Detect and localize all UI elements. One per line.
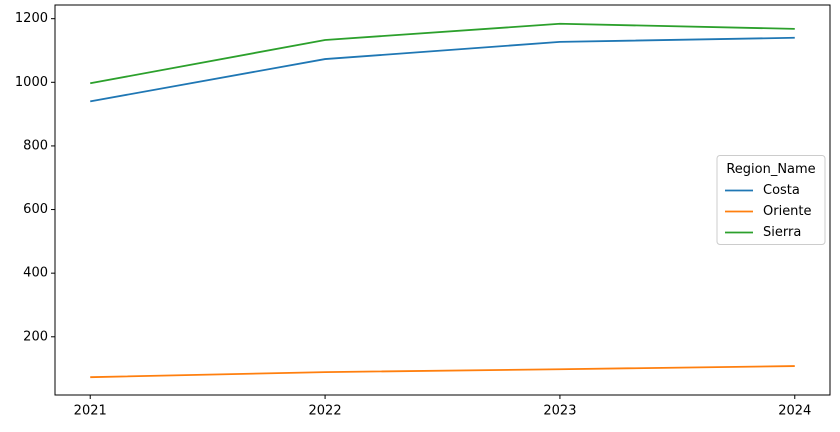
legend-box [716, 155, 826, 245]
y-tick-label: 200 [23, 329, 48, 344]
y-tick-label: 1000 [15, 75, 48, 90]
y-tick-label: 600 [23, 202, 48, 217]
x-tick-label: 2024 [778, 404, 811, 419]
x-tick-label: 2021 [74, 404, 107, 419]
legend-label: Costa [763, 183, 800, 198]
legend: Region_Name Costa Oriente Sierra [716, 155, 826, 245]
x-tick-label: 2022 [309, 404, 342, 419]
y-tick-label: 400 [23, 266, 48, 281]
y-tick-label: 800 [23, 138, 48, 153]
series-line [90, 22, 795, 85]
x-tick-label: 2023 [543, 404, 576, 419]
legend-title: Region_Name [726, 162, 815, 177]
legend-label: Sierra [763, 225, 801, 240]
legend-label: Oriente [763, 204, 812, 219]
plot-frame [54, 4, 831, 396]
series-line [90, 365, 795, 379]
y-tick-label: 1200 [15, 11, 48, 26]
series-line [90, 36, 795, 103]
